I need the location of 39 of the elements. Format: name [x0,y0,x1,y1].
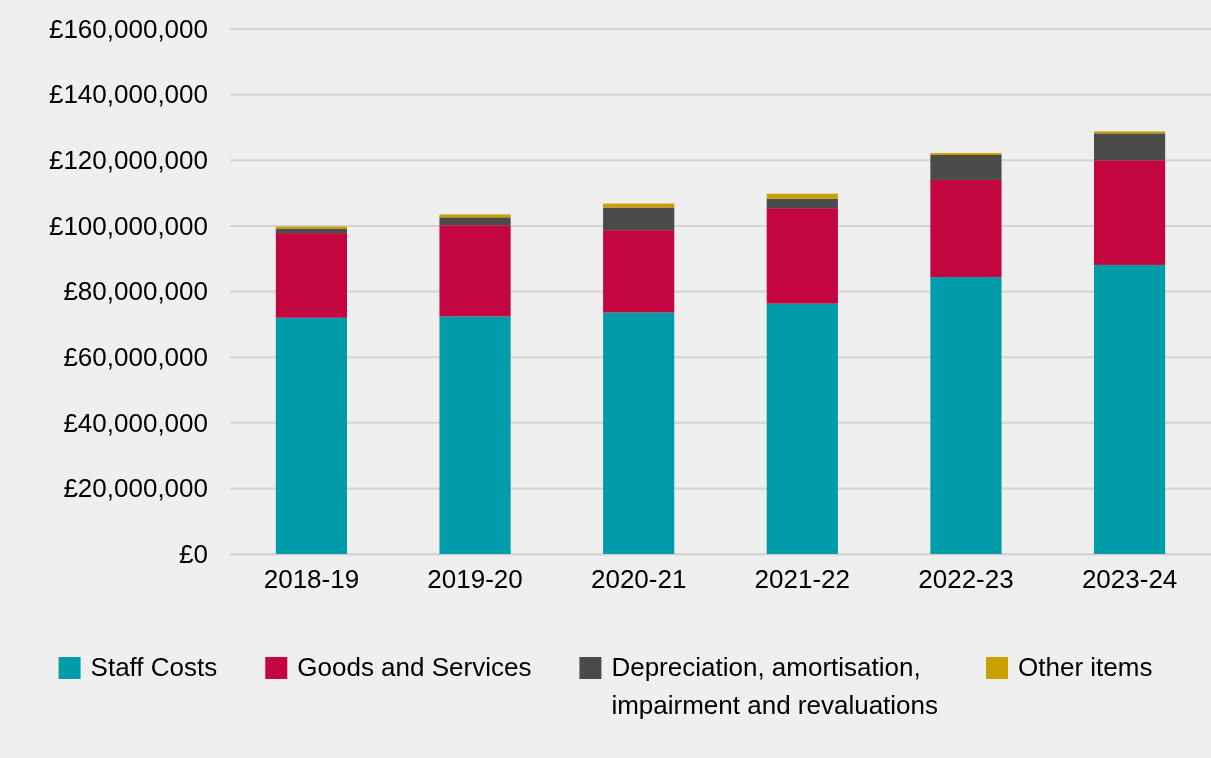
legend-label: Goods and Services [297,652,532,682]
bar [930,179,1002,278]
y-tick-label: £0 [179,538,208,569]
x-tick-label: 2018-19 [263,564,360,595]
bar [439,214,511,218]
bar [930,277,1002,554]
bar [439,316,511,554]
bar [1094,264,1166,554]
legend-label: Depreciation, amortisation, impairment and revaluations [611,652,939,720]
bar [603,230,675,313]
bar [439,217,511,226]
bar [1094,133,1166,161]
x-tick-label: 2019-20 [427,564,523,595]
bar [930,155,1002,180]
bar [439,225,511,317]
bar [603,207,675,231]
bar [603,203,675,208]
bar [275,233,347,318]
bar [766,198,838,209]
x-tick-label: 2022-23 [918,564,1014,595]
y-tick-label: £80,000,000 [63,276,208,307]
bar [275,317,347,554]
legend-label: Staff Costs [90,652,218,682]
x-tick-label: 2023-24 [1081,564,1178,595]
bar [1094,160,1166,265]
y-tick-label: £120,000,000 [48,145,208,176]
bar [766,193,838,199]
y-tick-label: £140,000,000 [48,79,208,110]
y-tick-label: £100,000,000 [48,210,208,241]
bar [766,208,838,304]
bar [603,312,675,554]
y-tick-label: £160,000,000 [48,13,208,44]
y-tick-label: £40,000,000 [63,407,208,438]
x-tick-label: 2020-21 [590,564,687,595]
bar [766,303,838,554]
x-tick-label: 2021-22 [754,564,851,595]
legend-label: Other items [1018,652,1153,682]
y-tick-label: £20,000,000 [63,473,208,504]
y-tick-label: £60,000,000 [63,341,208,372]
